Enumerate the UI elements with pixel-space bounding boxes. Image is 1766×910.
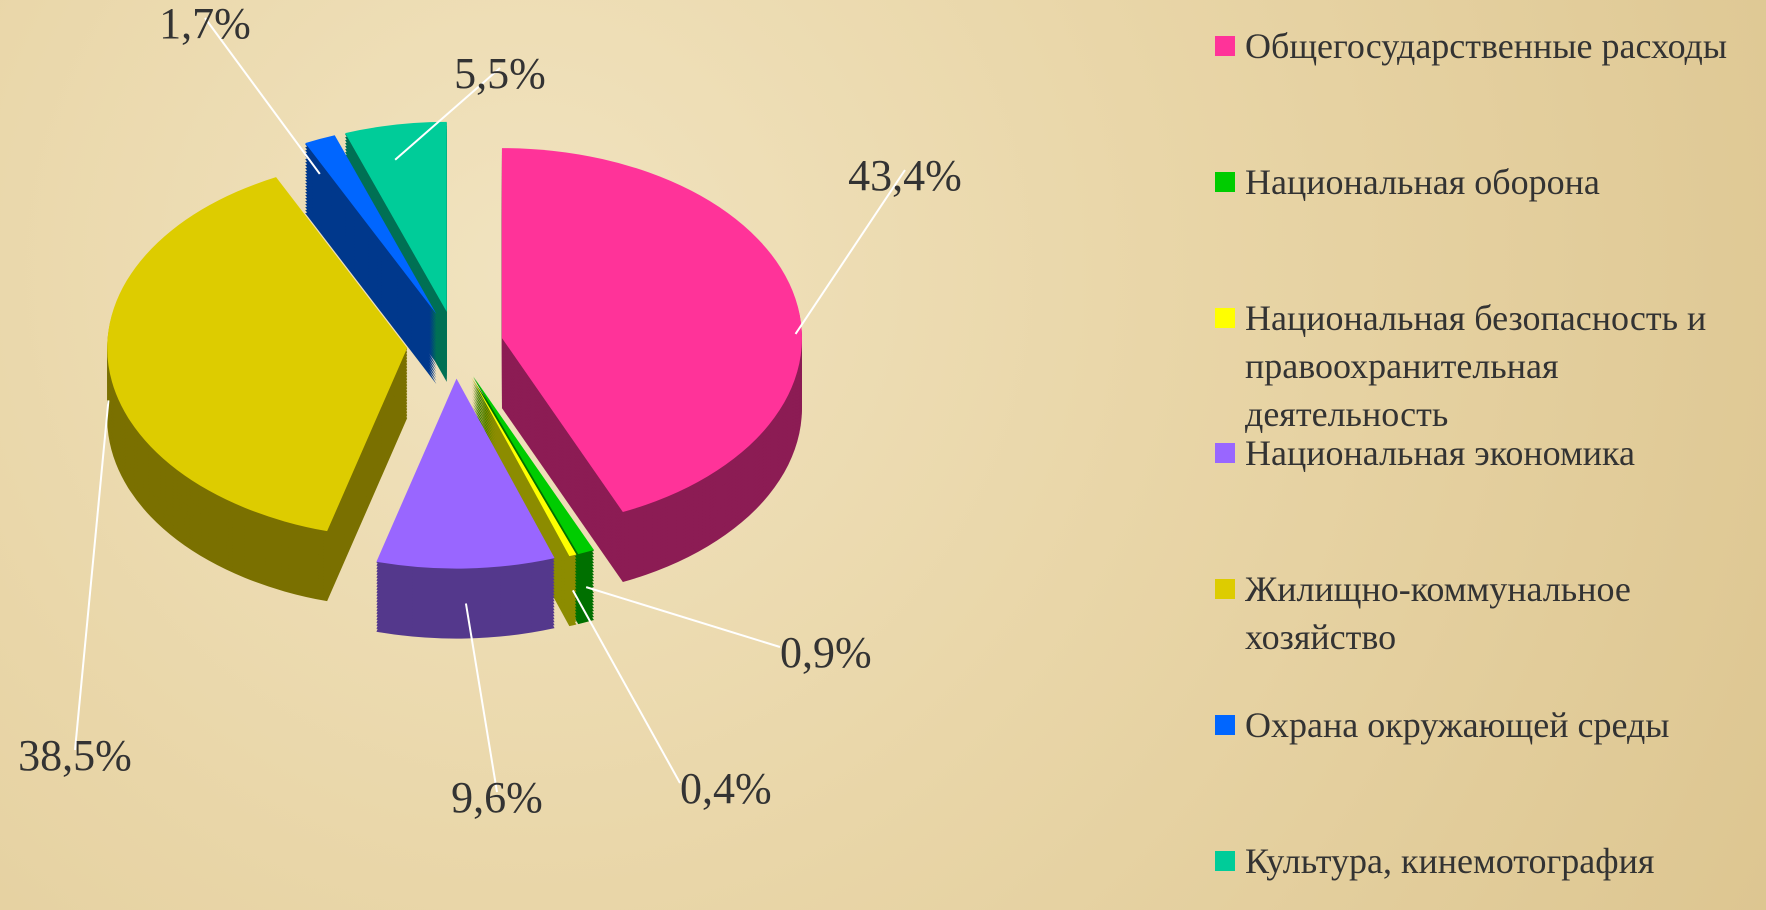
slice-top (345, 121, 447, 312)
value-label: 9,6% (451, 773, 543, 822)
value-label: 0,4% (680, 764, 772, 813)
value-label: 1,7% (159, 0, 251, 48)
legend-label: Национальная безопасность и правоохранит… (1245, 297, 1707, 434)
legend-label: Национальная оборона (1245, 161, 1600, 202)
legend-swatch (1215, 171, 1235, 192)
slice-top (473, 376, 594, 555)
pie-slice (501, 148, 802, 582)
leader-line (572, 589, 681, 784)
value-label: 0,9% (780, 628, 872, 677)
legend-swatch (1215, 307, 1235, 328)
legend-swatch (1215, 443, 1235, 464)
value-label: 43,4% (848, 151, 962, 200)
leader-line (464, 603, 498, 793)
legend-item: Жилищно-коммунальное хозяйство (1215, 565, 1765, 661)
legend-item: Культура, кинемотография (1215, 837, 1765, 885)
legend-item: Национальная оборона (1215, 158, 1765, 206)
pie-slice (305, 135, 437, 385)
slice-top (107, 177, 408, 532)
leader-line (74, 400, 110, 751)
value-label: 38,5% (18, 731, 132, 780)
legend-label: Общегосударственные расходы (1245, 26, 1728, 66)
legend-item: Национальная экономика (1215, 429, 1765, 477)
leader-line (204, 17, 321, 175)
slice-top (305, 135, 437, 315)
legend-label: Культура, кинемотография (1245, 840, 1655, 881)
legend-item: Общегосударственные расходы (1215, 22, 1765, 70)
legend-item: Охрана окружающей среды (1215, 701, 1765, 749)
leader-line (394, 67, 501, 161)
slice-top (376, 378, 555, 569)
legend-item: Национальная безопасность и правоохранит… (1215, 294, 1765, 438)
legend-swatch (1215, 579, 1235, 600)
legend-label: Национальная экономика (1245, 433, 1635, 474)
legend-label: Охрана окружающей среды (1245, 705, 1670, 745)
pie-slice (107, 177, 408, 602)
leader-line (794, 169, 906, 335)
legend-label: Жилищно-коммунальное хозяйство (1245, 569, 1631, 658)
slice-top (471, 376, 577, 557)
pie-slice (376, 378, 555, 639)
slice-top (501, 148, 802, 512)
legend-swatch (1215, 715, 1235, 735)
leader-line (585, 586, 781, 648)
value-label: 5,5% (454, 49, 546, 98)
legend-swatch (1215, 36, 1235, 56)
legend-swatch (1215, 850, 1235, 871)
